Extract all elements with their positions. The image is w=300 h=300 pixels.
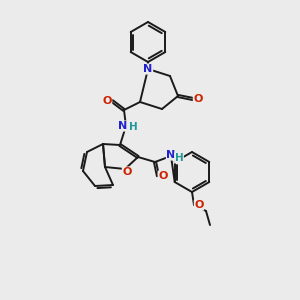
Text: N: N [143, 64, 153, 74]
Text: N: N [118, 121, 127, 131]
Text: N: N [167, 150, 176, 160]
Text: H: H [175, 153, 183, 163]
Text: H: H [129, 122, 137, 132]
Text: O: O [102, 96, 112, 106]
Text: O: O [122, 167, 132, 177]
Text: O: O [158, 171, 168, 181]
Text: O: O [193, 94, 203, 104]
Text: O: O [194, 200, 204, 210]
